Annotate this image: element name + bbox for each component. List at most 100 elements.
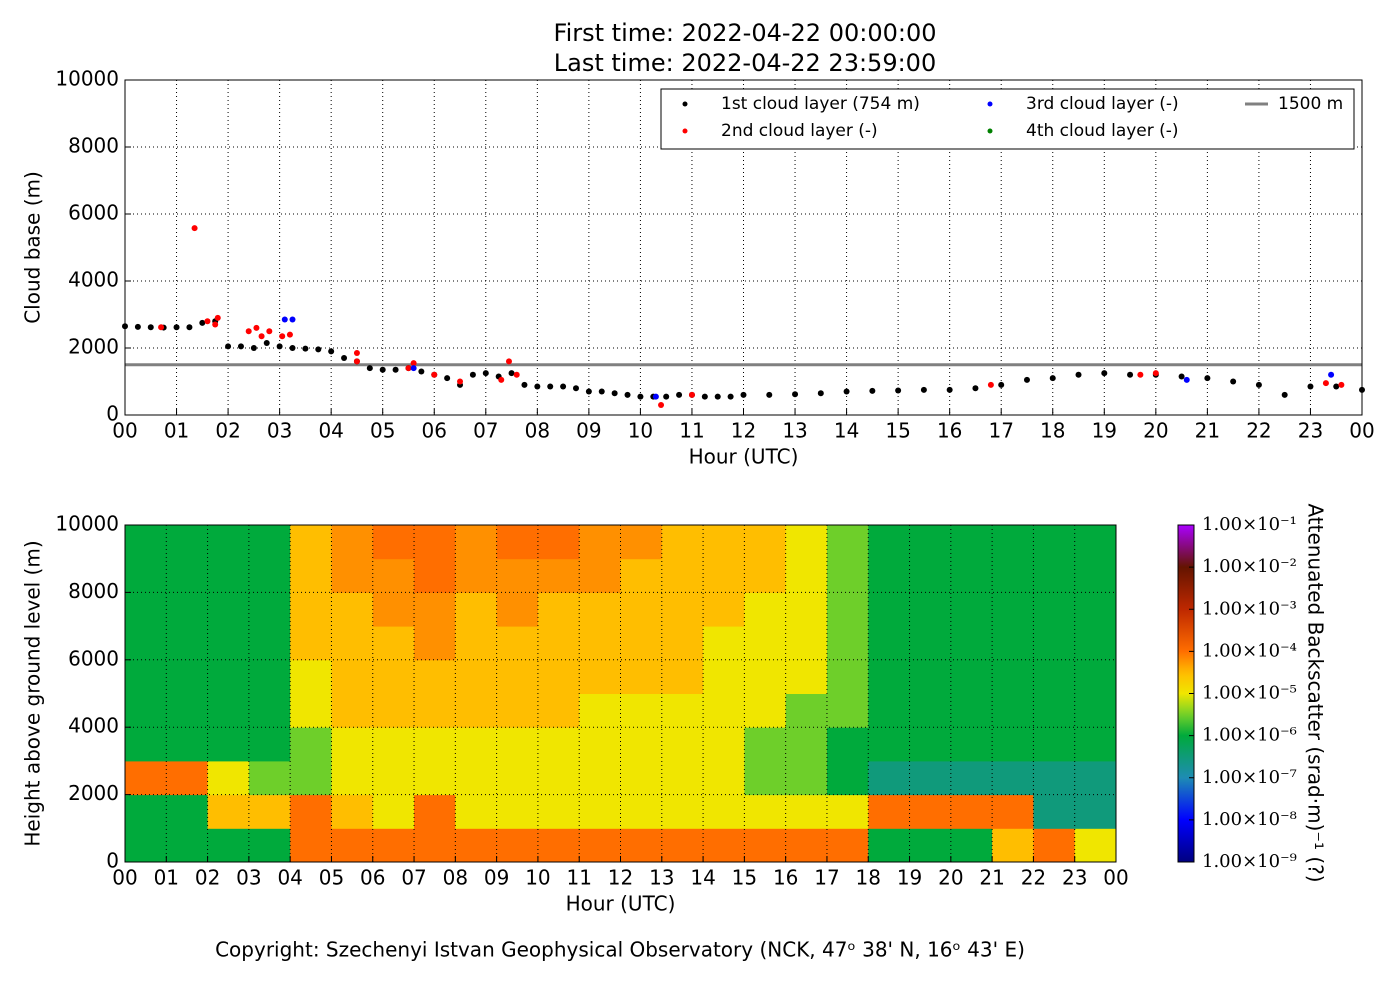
point	[792, 391, 799, 398]
point	[1204, 375, 1211, 382]
heat-cell	[496, 727, 539, 762]
heat-cell	[909, 558, 952, 593]
heat-cell	[1033, 525, 1076, 560]
heat-cell	[455, 525, 498, 560]
heat-cell	[950, 659, 993, 694]
heat-cell	[620, 525, 663, 560]
point	[353, 358, 360, 365]
x-tick-label: 06	[422, 419, 447, 443]
heat-cell	[826, 558, 869, 593]
colorbar-tick-label: 1.00×10⁻³	[1202, 598, 1297, 619]
heat-cell	[331, 592, 374, 627]
point	[263, 339, 270, 346]
heat-cell	[537, 626, 580, 661]
heat-cell	[950, 760, 993, 796]
heat-cell	[703, 558, 745, 593]
heat-cell	[372, 659, 415, 694]
plot-frame	[124, 524, 1117, 863]
heat-cell	[620, 727, 663, 762]
heat-cell	[703, 525, 745, 560]
x-tick-label: 23	[1298, 419, 1323, 443]
heat-cell	[290, 592, 332, 627]
heat-cell	[579, 794, 621, 829]
heat-cell	[1033, 626, 1076, 661]
heat-cell	[372, 693, 415, 728]
heat-cell	[826, 525, 869, 560]
heat-cell	[414, 828, 456, 863]
heat-cell	[290, 558, 332, 593]
heat-cell	[414, 760, 456, 796]
heat-cell	[537, 558, 580, 593]
x-axis-label: Hour (UTC)	[566, 892, 676, 916]
heat-cell	[496, 558, 539, 593]
heat-cell	[661, 659, 704, 694]
point	[212, 321, 219, 328]
point	[1328, 371, 1335, 378]
x-tick-label: 19	[1092, 419, 1117, 443]
heat-cell	[744, 828, 787, 863]
point	[1101, 370, 1108, 377]
heat-cell	[826, 626, 869, 661]
heat-cell	[992, 693, 1034, 728]
heat-cell	[331, 794, 374, 829]
x-tick-label: 13	[782, 419, 807, 443]
point	[1255, 381, 1262, 388]
heat-cell	[248, 592, 291, 627]
heat-cell	[455, 626, 498, 661]
point	[258, 333, 265, 340]
colorbar-tick-label: 1.00×10⁻⁵	[1202, 683, 1297, 704]
heat-cell	[496, 525, 539, 560]
heat-cell	[290, 794, 332, 829]
x-tick-label: 10	[525, 866, 550, 890]
heat-cell	[207, 794, 250, 829]
heat-cell	[992, 760, 1034, 796]
heat-cell	[496, 626, 539, 661]
heat-cell	[537, 693, 580, 728]
heat-cell	[579, 659, 621, 694]
heat-cell	[248, 659, 291, 694]
heat-cell	[414, 558, 456, 593]
heat-cell	[785, 727, 828, 762]
y-axis-label: Cloud base (m)	[21, 171, 45, 324]
heat-cell	[703, 659, 745, 694]
x-tick-label: 03	[267, 419, 292, 443]
x-tick-label: 17	[814, 866, 839, 890]
heat-cell	[125, 693, 167, 728]
x-tick-label: 11	[679, 419, 704, 443]
x-tick-label: 21	[1195, 419, 1220, 443]
heat-cell	[909, 828, 952, 863]
heat-cell	[207, 626, 250, 661]
heat-cell	[785, 558, 828, 593]
heat-cell	[744, 693, 787, 728]
plot-frame	[124, 79, 1363, 416]
heat-cell	[950, 727, 993, 762]
point	[158, 324, 165, 331]
heat-cell	[661, 760, 704, 796]
heat-cell	[248, 525, 291, 560]
heat-cell	[1074, 828, 1117, 863]
heat-cell	[992, 727, 1034, 762]
colorbar-tick-label: 1.00×10⁻⁷	[1202, 767, 1297, 788]
heat-cell	[1033, 558, 1076, 593]
x-tick-label: 22	[1021, 866, 1046, 890]
point	[245, 328, 252, 335]
heat-cell	[620, 828, 663, 863]
heat-cell	[620, 659, 663, 694]
heat-cell	[909, 525, 952, 560]
point	[701, 393, 708, 400]
heat-cell	[826, 659, 869, 694]
heat-cell	[331, 659, 374, 694]
point	[598, 388, 605, 395]
heat-cell	[248, 558, 291, 593]
x-tick-label: 08	[525, 419, 550, 443]
x-tick-label: 07	[473, 419, 498, 443]
point	[547, 383, 554, 390]
heat-cell	[868, 828, 911, 863]
heat-cell	[290, 828, 332, 863]
x-tick-label: 18	[856, 866, 881, 890]
chart-scatter: 00 01 02 03 04 05 06 07 08 09 10 11 12 13 14 15 16 17 18 19…	[21, 67, 1375, 469]
heat-cell	[992, 659, 1034, 694]
point	[585, 388, 592, 395]
heat-cell	[290, 626, 332, 661]
heat-cell	[744, 659, 787, 694]
